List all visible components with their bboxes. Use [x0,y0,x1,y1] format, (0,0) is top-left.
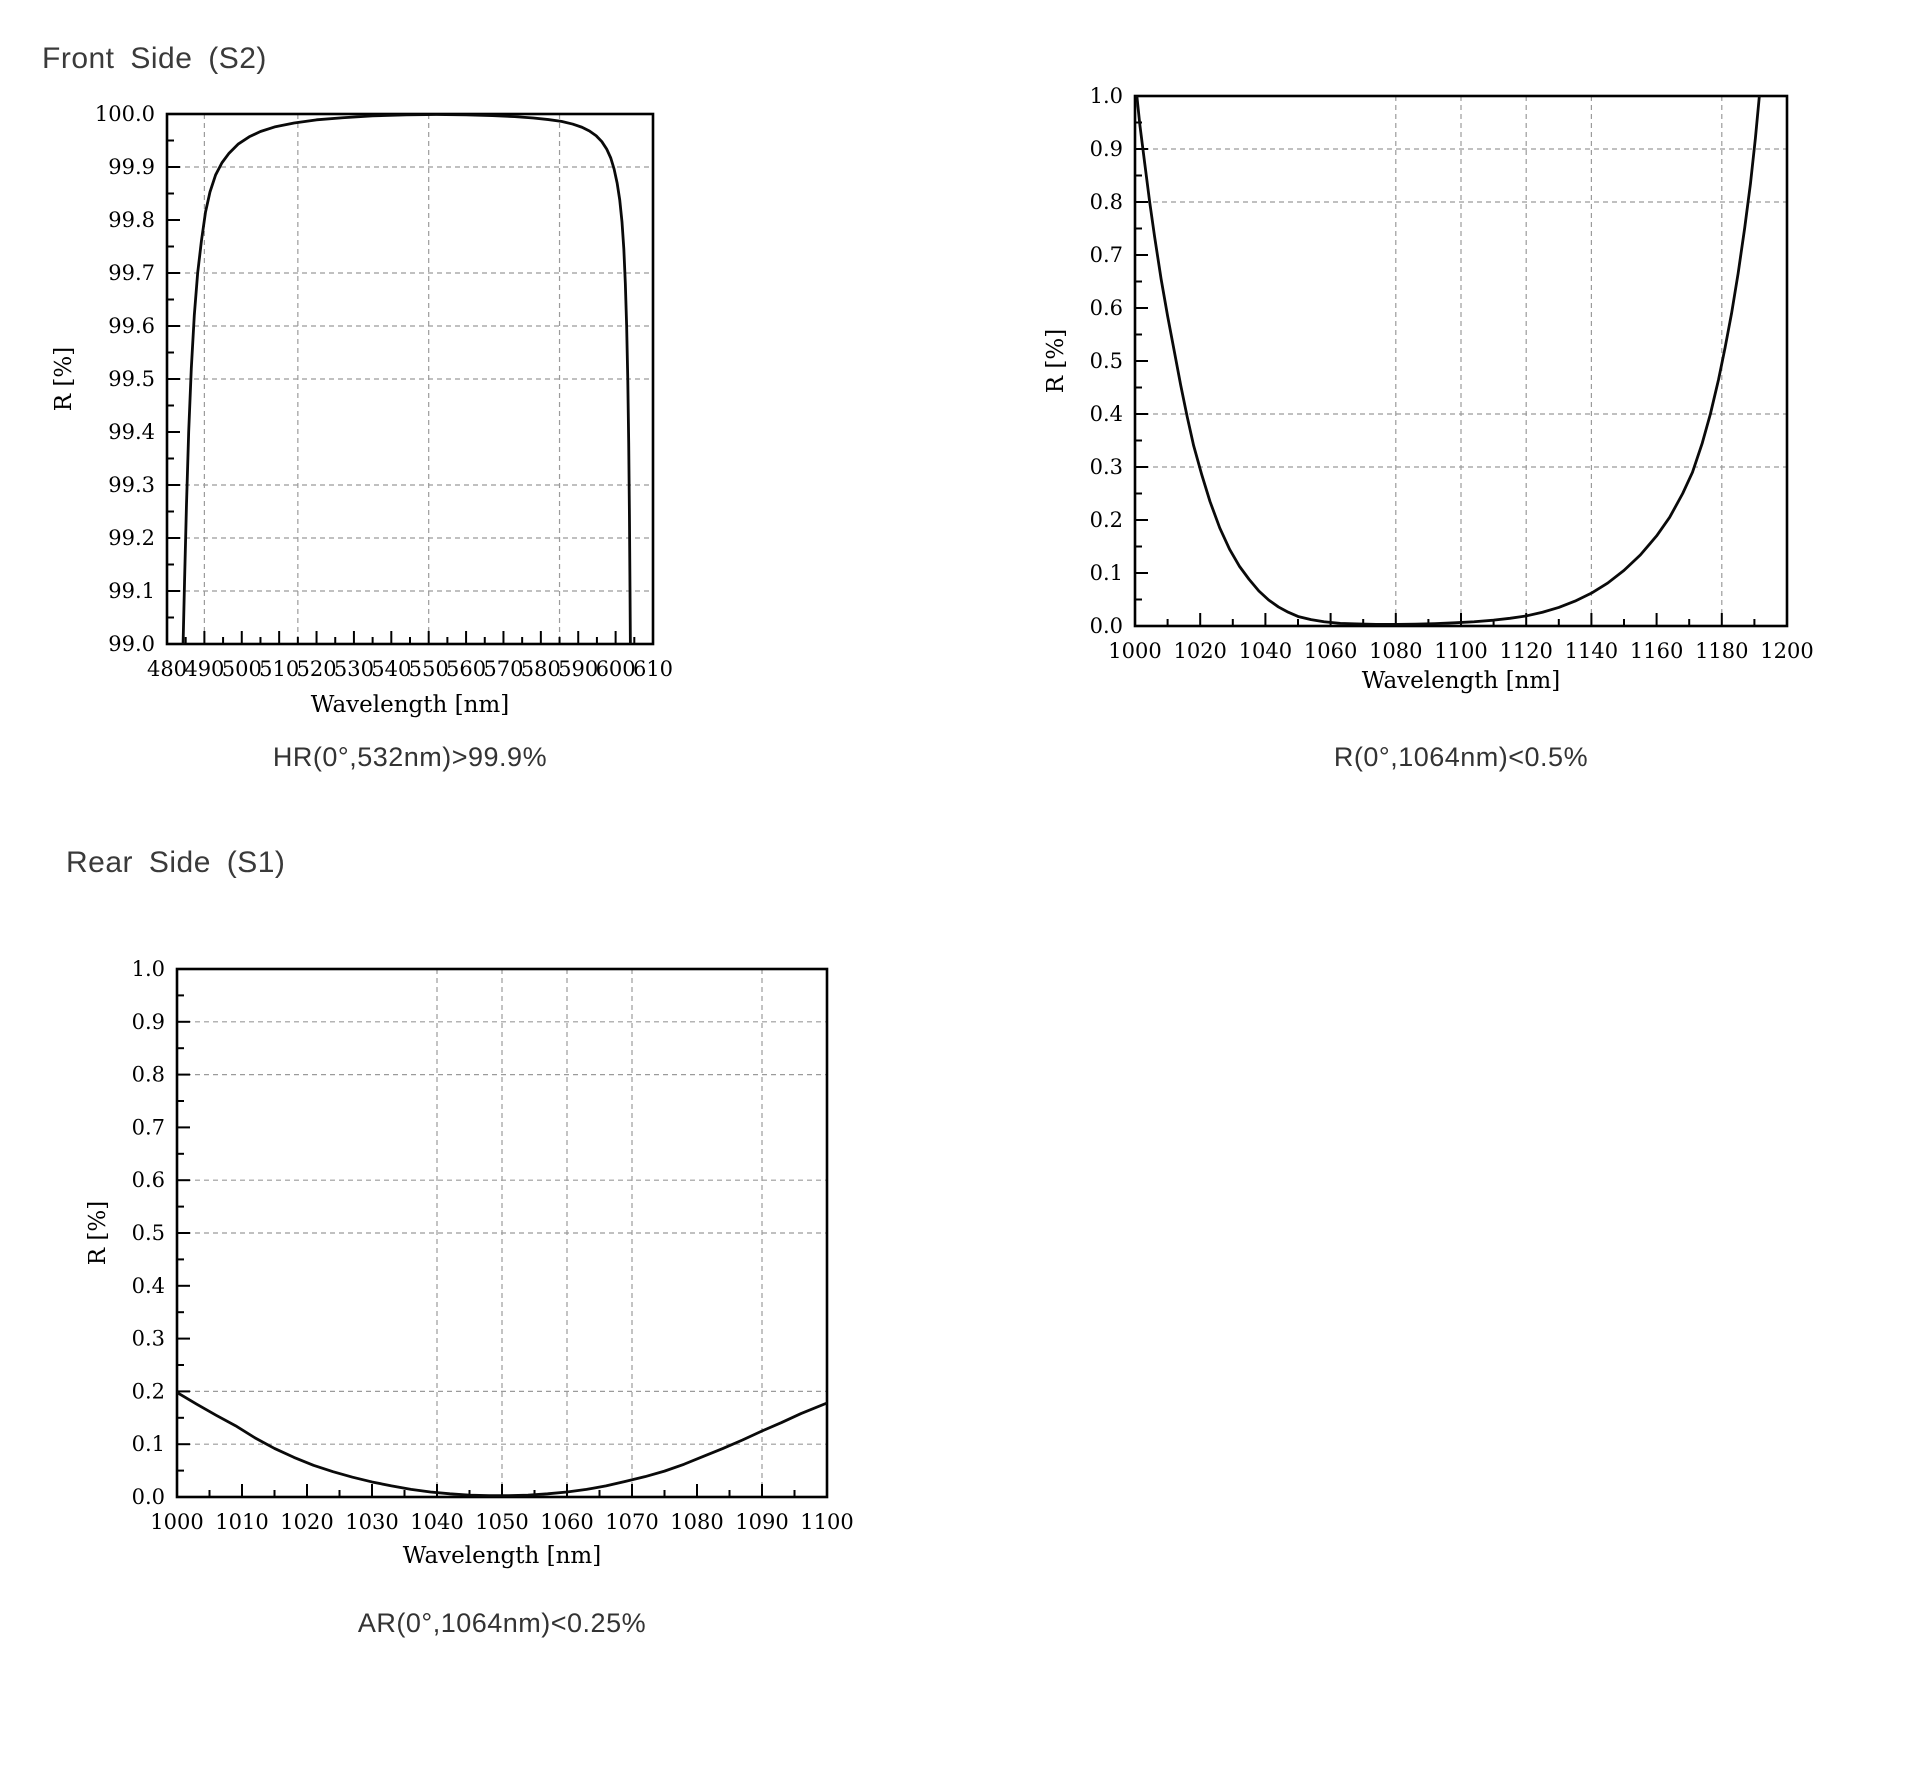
y-tick-label: 99.8 [108,208,155,232]
x-tick-label: 570 [483,657,523,681]
x-tick-label: 1180 [1695,639,1748,663]
ar-reflectance-chart-rear-s1: 1000 1010 1020 1030 1040 1050 1060 1070 1080 1090… [85,957,854,1569]
y-tick-label: 0.9 [1090,137,1123,161]
x-tick-label: 1060 [540,1510,593,1534]
y-tick-label: 0.0 [132,1485,165,1509]
x-tick-label: 1070 [605,1510,658,1534]
y-tick-label: 0.4 [132,1274,165,1298]
x-tick-label: 560 [446,657,486,681]
x-tick-label: 1120 [1499,639,1552,663]
x-axis-title: Wavelength [nm] [403,1543,601,1569]
x-tick-label: 480 [147,657,187,681]
y-tick-label: 0.7 [132,1115,165,1139]
plot-frame [1133,94,1789,628]
x-tick-label: 1020 [280,1510,333,1534]
y-tick-label: 0.3 [1090,455,1123,479]
x-tick-label: 1090 [735,1510,788,1534]
chart-caption-ar-1064: AR(0°,1064nm)<0.25% [357,1608,647,1638]
x-tick-label: 1050 [475,1510,528,1534]
x-tick-label: 590 [558,657,598,681]
x-tick-label: 1010 [215,1510,268,1534]
y-tick-label: 99.4 [108,420,155,444]
y-tick-label: 99.0 [108,632,155,656]
chart-caption-r-1064: R(0°,1064nm)<0.5% [1333,742,1589,772]
y-axis-title: R [%] [51,347,77,411]
x-tick-label: 1080 [670,1510,723,1534]
chart-caption-hr-532: HR(0°,532nm)>99.9% [272,742,548,772]
section-title-rear-side: Rear Side (S1) [66,846,286,879]
x-tick-label: 550 [409,657,449,681]
y-tick-label: 0.3 [132,1327,165,1351]
x-tick-label: 580 [521,657,561,681]
x-tick-label: 510 [259,657,299,681]
y-tick-label: 0.6 [132,1168,165,1192]
x-tick-label: 1100 [1434,639,1487,663]
x-tick-label: 1000 [150,1510,203,1534]
x-axis-title: Wavelength [nm] [1362,668,1560,694]
x-tick-label: 540 [371,657,411,681]
x-tick-label: 600 [596,657,636,681]
x-tick-label: 520 [296,657,336,681]
x-tick-label: 610 [633,657,673,681]
x-tick-label: 1100 [800,1510,853,1534]
y-axis-title: R [%] [1043,329,1069,393]
x-tick-label: 490 [184,657,224,681]
y-tick-label: 0.5 [132,1221,165,1245]
x-tick-label: 1160 [1630,639,1683,663]
y-tick-label: 0.0 [1090,614,1123,638]
y-tick-label: 1.0 [1090,84,1123,108]
reflectance-curve [1135,96,1761,626]
y-tick-label: 0.4 [1090,402,1123,426]
y-tick-label: 99.5 [108,367,155,391]
x-tick-label: 1040 [410,1510,463,1534]
y-tick-label: 0.6 [1090,296,1123,320]
x-tick-label: 500 [222,657,262,681]
y-tick-label: 0.9 [132,1010,165,1034]
y-tick-label: 100.0 [95,102,155,126]
hr-reflectance-chart-front-s2: 4804905005105205305405505605705805906006… [51,102,673,718]
y-tick-label: 99.9 [108,155,155,179]
x-tick-label: 1020 [1173,639,1226,663]
y-tick-label: 99.6 [108,314,155,338]
reflectance-curve [177,1391,827,1497]
y-tick-label: 99.1 [108,579,155,603]
y-tick-label: 1.0 [132,957,165,981]
section-title-front-side: Front Side (S2) [42,42,267,75]
y-tick-label: 0.2 [1090,508,1123,532]
y-tick-label: 99.2 [108,526,155,550]
x-axis-title: Wavelength [nm] [311,692,509,718]
y-tick-label: 0.1 [132,1432,165,1456]
y-tick-label: 0.8 [1090,190,1123,214]
x-tick-label: 530 [334,657,374,681]
y-tick-label: 0.1 [1090,561,1123,585]
y-tick-label: 0.5 [1090,349,1123,373]
y-tick-label: 0.8 [132,1063,165,1087]
x-tick-label: 1000 [1108,639,1161,663]
x-tick-label: 1040 [1239,639,1292,663]
x-tick-label: 1200 [1760,639,1813,663]
y-tick-label: 99.7 [108,261,155,285]
y-tick-label: 0.7 [1090,243,1123,267]
y-tick-label: 0.2 [132,1379,165,1403]
r-1064-reflectance-chart-front-s2: 1000 1020 1040 1060 1080 1100 1120 1140 1160 1180… [1043,84,1814,694]
x-tick-label: 1080 [1369,639,1422,663]
x-tick-label: 1060 [1304,639,1357,663]
x-tick-label: 1140 [1565,639,1618,663]
y-axis-title: R [%] [85,1201,111,1265]
y-tick-label: 99.3 [108,473,155,497]
reflectance-curve [181,114,632,644]
x-tick-label: 1030 [345,1510,398,1534]
